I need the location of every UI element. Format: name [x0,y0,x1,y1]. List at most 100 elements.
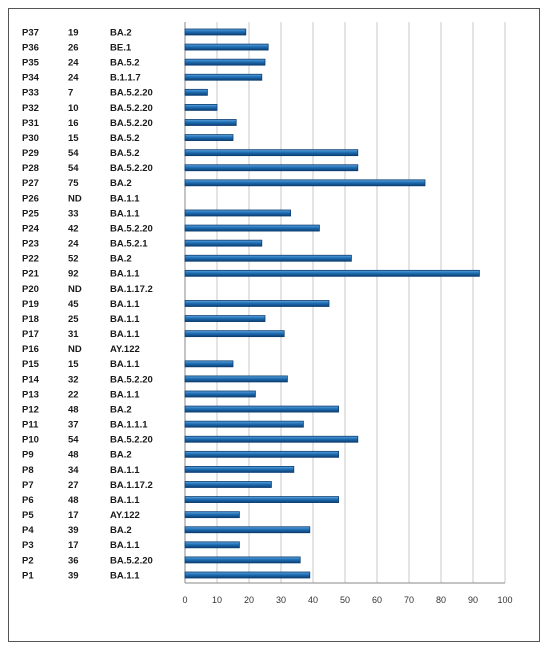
row-patient-label: P21 [22,269,40,280]
bar-p7 [184,481,272,488]
x-tick-label: 0 [182,595,187,605]
x-tick-label: 80 [436,595,446,605]
row-lineage-label: BA.1.1 [110,208,140,219]
row-lineage-label: BA.1.1.1 [110,420,148,431]
bar-p14 [184,375,288,383]
row-value-label-label: 25 [68,314,79,325]
bar-p32 [184,104,218,111]
bar-p5 [184,511,240,519]
row-patient-label: P31 [22,118,40,129]
bar-p23 [184,239,263,247]
row-patient-label: P7 [22,480,34,491]
row-value-label-label: 16 [68,118,79,129]
x-tick-label: 100 [497,595,512,605]
bar-p11 [184,420,304,428]
row-value-label-label: 54 [68,148,79,159]
row-value-label-label: 15 [68,133,79,144]
row-patient-label: P1 [22,570,34,581]
bar-p34 [184,73,263,81]
row-lineage-label: BA.1.1 [110,495,140,506]
row-value-label-label: ND [68,193,82,204]
row-patient-label: P2 [22,555,34,566]
row-lineage-label: BA.1.1 [110,299,140,310]
bar-p31 [184,119,237,126]
row-value-label-label: 54 [68,435,79,446]
row-lineage-label: BA.1.17.2 [110,284,153,295]
bar-p19 [184,300,330,307]
row-value-label-label: 48 [68,495,79,506]
row-patient-label: P37 [22,27,39,38]
row-lineage-label: BA.1.1 [110,314,140,325]
x-tick-label: 20 [244,595,254,605]
row-patient-label: P4 [22,525,34,536]
row-lineage-label: BA.5.2.20 [110,163,153,174]
bar-p24 [184,224,320,232]
bar-p10 [184,435,359,443]
row-patient-label: P26 [22,193,39,204]
row-patient-label: P27 [22,178,39,189]
row-value-label-label: 17 [68,540,79,551]
row-patient-label: P13 [22,389,39,400]
row-value-label-label: 39 [68,570,79,581]
row-lineage-label: BA.2 [110,27,132,38]
row-value-label-label: 36 [68,555,79,566]
row-value-label-label: 34 [68,465,79,476]
row-value-label-label: 10 [68,103,79,114]
row-patient-label: P34 [22,73,40,84]
row-value-label-label: 19 [68,27,79,38]
bar-p28 [184,164,359,172]
row-patient-label: P18 [22,314,39,325]
x-tick-label: 90 [468,595,478,605]
row-patient-label: P22 [22,254,39,265]
row-lineage-label: BA.2 [110,450,132,461]
row-lineage-label: AY.122 [110,344,140,355]
row-lineage-label: BA.1.1 [110,465,140,476]
bar-p29 [184,149,359,157]
bar-p21 [184,269,480,277]
row-value-label-label: 32 [68,374,79,385]
row-lineage-label: B.1.1.7 [110,73,141,84]
row-patient-label: P36 [22,42,39,53]
row-value-label-label: ND [68,344,82,355]
bar-p22 [184,254,352,262]
row-patient-label: P32 [22,103,39,114]
row-value-label-label: 24 [68,73,79,84]
row-value-label-label: 52 [68,254,79,265]
row-lineage-label: BA.2 [110,525,132,536]
x-tick-labels: 0 10 20 30 40 50 60 70 80 90 100 [182,595,512,605]
row-value-label-label: 24 [68,239,79,250]
x-tick-label: 50 [340,595,350,605]
row-lineage-label: BA.5.2 [110,148,140,159]
row-lineage-label: BA.5.2 [110,58,140,69]
row-patient-label: P8 [22,465,34,476]
bar-p15 [184,360,234,368]
bar-p30 [184,134,234,141]
row-lineage-label: BA.1.1 [110,193,140,204]
row-value-label-label: 33 [68,208,79,219]
grid-lines [184,22,506,584]
row-lineage-label: BA.2 [110,254,132,265]
row-lineage-label: BA.2 [110,404,132,415]
row-patient-label: P23 [22,239,39,250]
row-lineage-label: BA.1.1 [110,389,140,400]
row-patient-label: P5 [22,510,34,521]
row-lineage-label: BA.5.2 [110,133,140,144]
row-value-label-label: 31 [68,329,79,340]
row-patient-label: P25 [22,208,40,219]
x-tick-label: 60 [372,595,382,605]
row-patient-label: P28 [22,163,39,174]
row-lineage-label: BA.1.1 [110,359,140,370]
row-patient-label: P14 [22,374,40,385]
bar-p8 [184,466,295,473]
row-lineage-label: BA.2 [110,178,132,189]
bar-p27 [184,179,426,187]
row-value-label-label: 22 [68,389,79,400]
bar-p36 [184,43,269,51]
row-patient-label: P11 [22,420,39,431]
row-patient-label: P20 [22,284,39,295]
row-lineage-label: BA.1.1 [110,540,140,551]
row-value-label-label: 24 [68,58,79,69]
row-patient-label: P10 [22,435,39,446]
